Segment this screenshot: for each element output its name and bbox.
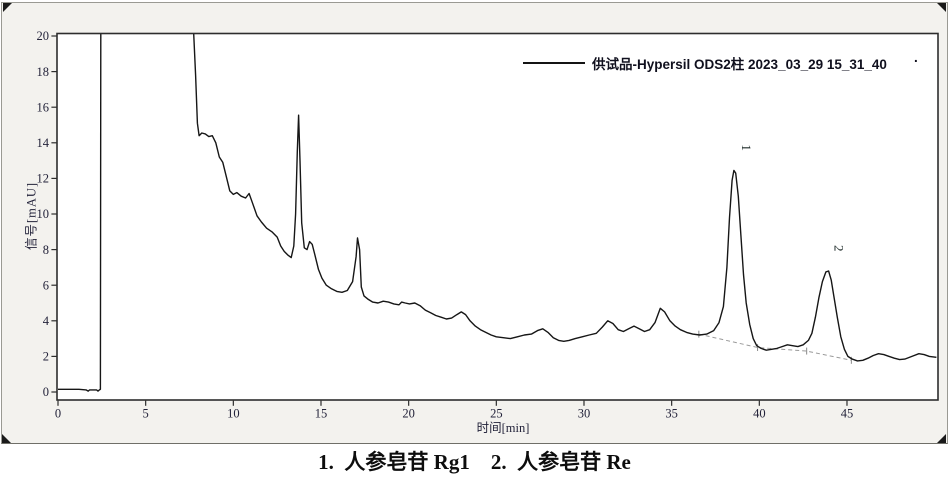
- legend-trailing-dot: .: [914, 50, 918, 65]
- y-tick-label: 8: [43, 243, 49, 257]
- plot-frame: [56, 32, 939, 401]
- y-tick-label: 6: [43, 278, 49, 292]
- legend-line-icon: [523, 62, 585, 64]
- y-tick-label: 10: [37, 207, 50, 221]
- x-tick-label: 15: [315, 407, 328, 421]
- legend-label: 供试品-Hypersil ODS2柱 2023_03_29 15_31_40: [592, 57, 887, 72]
- y-tick-label: 4: [43, 314, 50, 328]
- x-tick-label: 20: [402, 407, 415, 421]
- x-tick-label: 25: [490, 407, 503, 421]
- x-tick-label: 0: [55, 407, 61, 421]
- x-tick-label: 5: [143, 407, 149, 421]
- y-tick-label: 16: [37, 100, 50, 114]
- x-tick-label: 40: [753, 407, 766, 421]
- x-tick-label: 10: [227, 407, 240, 421]
- resize-handle-top-left[interactable]: [3, 3, 12, 12]
- x-tick-label: 30: [578, 407, 591, 421]
- y-axis-title: 信号[mAU]: [24, 181, 39, 251]
- peak-label-2: 2: [832, 245, 847, 252]
- x-axis-title: 时间[min]: [476, 421, 530, 435]
- resize-handle-top-right[interactable]: [937, 3, 946, 12]
- resize-handle-bottom-left[interactable]: [2, 434, 11, 443]
- x-tick-label: 35: [665, 407, 678, 421]
- resize-handle-bottom-right[interactable]: [937, 434, 946, 443]
- peak-label-1: 1: [739, 144, 754, 151]
- chromatogram-trace: [58, 33, 937, 392]
- y-tick-label: 18: [37, 65, 50, 79]
- y-tick-label: 2: [43, 350, 49, 364]
- y-tick-label: 14: [37, 136, 50, 150]
- figure-caption: 1. 人参皂苷 Rg1 2. 人参皂苷 Re: [318, 450, 631, 474]
- y-tick-label: 0: [43, 385, 49, 399]
- y-tick-label: 12: [37, 172, 50, 186]
- integration-baseline: [698, 333, 852, 361]
- x-tick-label: 45: [841, 407, 854, 421]
- y-tick-label: 20: [37, 29, 50, 43]
- plot-area: [57, 33, 938, 400]
- legend: 供试品-Hypersil ODS2柱 2023_03_29 15_31_40: [523, 53, 887, 73]
